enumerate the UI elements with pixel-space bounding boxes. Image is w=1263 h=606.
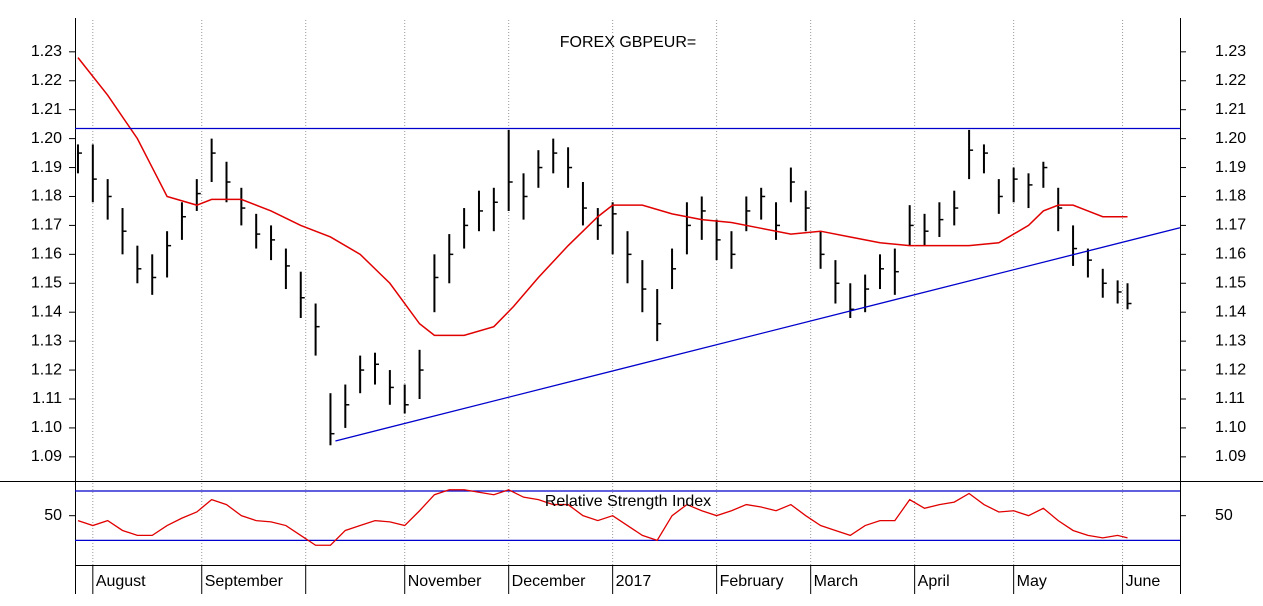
y-tick-label: 1.12 — [31, 361, 62, 378]
x-tick-label: 2017 — [616, 573, 652, 590]
rsi-line — [77, 489, 1128, 546]
y-tick-label-right: 1.19 — [1215, 159, 1246, 176]
y-tick-label-right: 1.10 — [1215, 419, 1246, 436]
y-tick-label: 1.19 — [31, 159, 62, 176]
y-tick-label-right: 50 — [1215, 507, 1233, 524]
chart-title: FOREX GBPEUR= — [560, 34, 696, 51]
y-tick-label-right: 1.21 — [1215, 101, 1246, 118]
y-tick-label-right: 1.13 — [1215, 332, 1246, 349]
y-tick-label-right: 1.11 — [1215, 390, 1245, 407]
y-tick-label-right: 1.14 — [1215, 303, 1246, 320]
y-tick-label: 1.20 — [31, 130, 62, 147]
moving-average — [77, 57, 1128, 337]
y-tick-label-right: 1.20 — [1215, 130, 1246, 147]
y-tick-label: 1.14 — [31, 303, 62, 320]
y-tick-label: 1.17 — [31, 217, 62, 234]
y-tick-label: 1.16 — [31, 246, 62, 263]
y-tick-label: 1.10 — [31, 419, 62, 436]
x-tick-label: August — [96, 573, 146, 590]
x-tick-label: June — [1126, 573, 1161, 590]
x-tick-label: March — [814, 573, 858, 590]
y-tick-label: 1.13 — [31, 332, 62, 349]
y-tick-label-right: 1.15 — [1215, 274, 1246, 291]
y-tick-label: 1.22 — [31, 72, 62, 89]
y-tick-label-right: 1.16 — [1215, 246, 1246, 263]
x-tick-label: December — [512, 573, 586, 590]
panel-title: Relative Strength Index — [545, 493, 711, 510]
y-tick-label: 1.21 — [31, 101, 62, 118]
x-tick-label: May — [1017, 573, 1047, 590]
y-tick-label: 1.15 — [31, 274, 62, 291]
y-tick-label-right: 1.22 — [1215, 72, 1246, 89]
y-tick-label-right: 1.09 — [1215, 448, 1246, 465]
y-tick-label-right: 1.17 — [1215, 217, 1246, 234]
y-tick-label-right: 1.23 — [1215, 43, 1246, 60]
trend-line — [335, 227, 1181, 442]
x-tick-label: November — [408, 573, 482, 590]
y-tick-label: 1.23 — [31, 43, 62, 60]
y-tick-label: 1.09 — [31, 448, 62, 465]
x-tick-label: February — [720, 573, 784, 590]
y-tick-label-right: 1.18 — [1215, 188, 1246, 205]
x-tick-label: September — [205, 573, 284, 590]
y-tick-label: 1.11 — [32, 390, 62, 407]
x-tick-label: April — [918, 573, 950, 590]
y-tick-label-right: 1.12 — [1215, 361, 1246, 378]
y-tick-label: 50 — [44, 507, 62, 524]
y-tick-label: 1.18 — [31, 188, 62, 205]
